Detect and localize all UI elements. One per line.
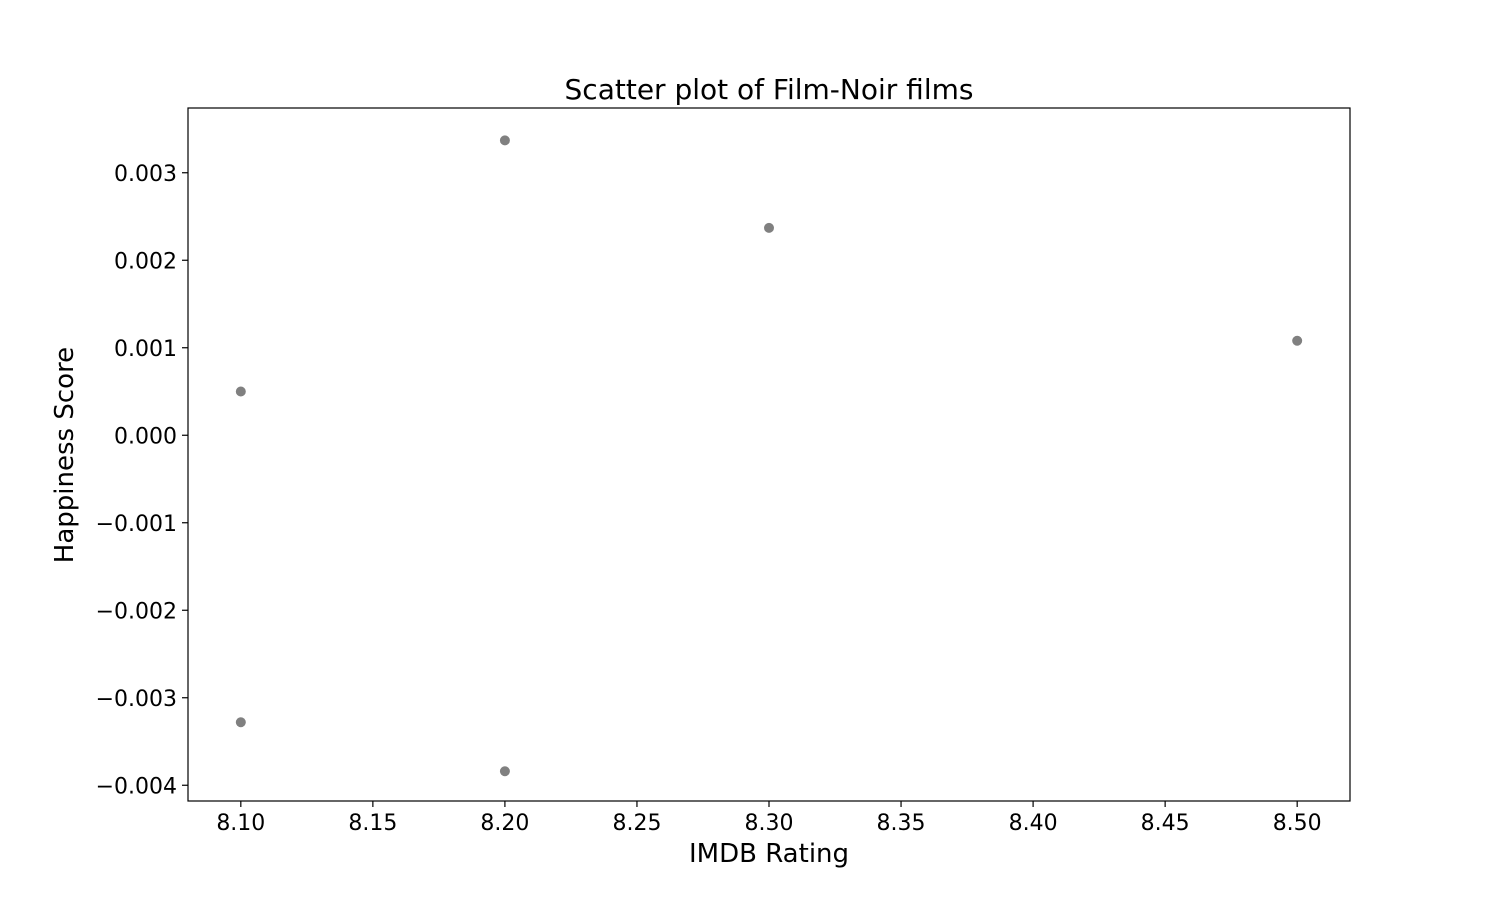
x-tick-label: 8.20 [480,811,529,836]
y-tick-label: −0.002 [96,599,177,624]
x-tick-label: 8.35 [877,811,926,836]
x-tick-label: 8.25 [612,811,661,836]
data-points [235,135,1303,777]
y-tick-label: −0.001 [96,512,177,537]
x-axis-label: IMDB Rating [689,839,849,869]
data-point [1292,335,1303,346]
y-axis-label: Happiness Score [50,347,80,563]
data-point [235,386,246,397]
y-tick-label: −0.004 [96,774,177,799]
chart-title: Scatter plot of Film-Noir films [565,73,974,106]
data-point [764,222,774,233]
x-tick-label: 8.30 [745,811,794,836]
x-tick-label: 8.50 [1273,811,1322,836]
data-point [235,717,246,728]
x-tick-label: 8.40 [1009,811,1058,836]
x-tick-label: 8.15 [348,811,397,836]
y-tick-label: 0.000 [114,424,177,449]
y-tick-label: 0.003 [114,162,177,187]
y-tick-label: −0.003 [96,687,177,712]
data-point [499,135,510,146]
y-tick-label: 0.001 [114,337,177,362]
x-tick-label: 8.10 [216,811,265,836]
plot-area-frame [187,107,1351,802]
y-axis: −0.004 −0.003 −0.002 −0.001 0.000 0.001 0.002 0… [96,162,188,799]
y-tick-label: 0.002 [114,249,177,274]
x-axis: 8.10 8.15 8.20 8.25 8.30 8.35 8.40 8.45 8.50 [216,801,1322,836]
data-point [499,766,510,777]
x-tick-label: 8.45 [1141,811,1190,836]
